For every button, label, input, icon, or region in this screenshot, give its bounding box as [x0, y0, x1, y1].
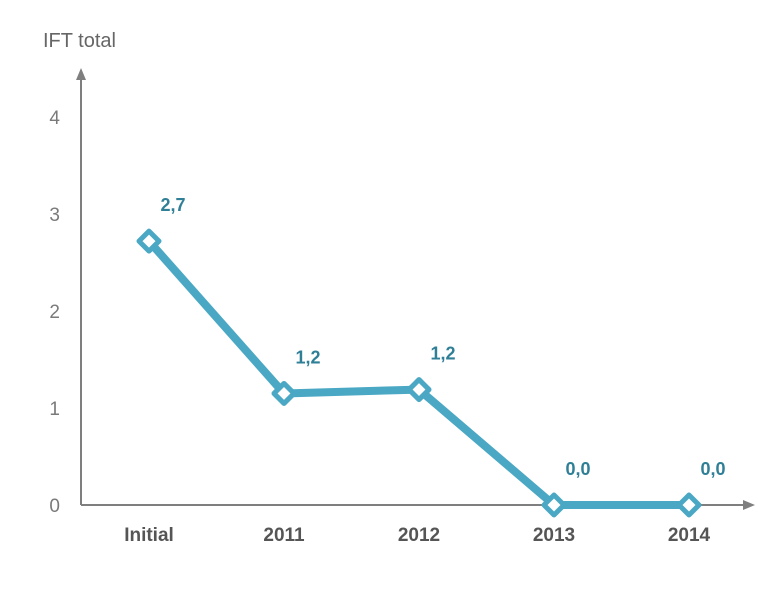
y-tick-labels: 0 1 2 3 4	[49, 108, 60, 517]
y-tick-label: 1	[49, 399, 60, 420]
data-point-marker	[271, 380, 297, 406]
data-labels: 2,7 1,2 1,2 0,0 0,0	[160, 195, 725, 479]
x-axis-arrow	[743, 500, 755, 510]
data-point-marker	[676, 492, 702, 518]
axes	[76, 68, 755, 510]
data-label: 1,2	[430, 344, 455, 364]
x-tick-label: 2013	[533, 525, 575, 546]
data-point-marker	[136, 228, 162, 254]
data-point-marker	[406, 377, 432, 403]
data-point-marker	[541, 492, 567, 518]
y-axis-title: IFT total	[43, 30, 116, 52]
x-tick-label: 2011	[263, 525, 305, 546]
y-tick-label: 2	[49, 302, 60, 323]
data-label: 2,7	[160, 195, 185, 215]
x-tick-label: 2014	[668, 525, 711, 546]
x-tick-labels: Initial 2011 2012 2013 2014	[124, 525, 710, 546]
y-tick-label: 4	[49, 108, 60, 129]
data-label: 0,0	[565, 459, 590, 479]
y-tick-label: 0	[49, 496, 60, 517]
series-ift-total	[136, 228, 702, 518]
data-label: 1,2	[295, 347, 320, 367]
y-tick-label: 3	[49, 205, 60, 226]
series-line	[145, 237, 693, 509]
data-label: 0,0	[700, 459, 725, 479]
x-tick-label: Initial	[124, 525, 174, 546]
y-axis-arrow	[76, 68, 86, 80]
x-tick-label: 2012	[398, 525, 440, 546]
